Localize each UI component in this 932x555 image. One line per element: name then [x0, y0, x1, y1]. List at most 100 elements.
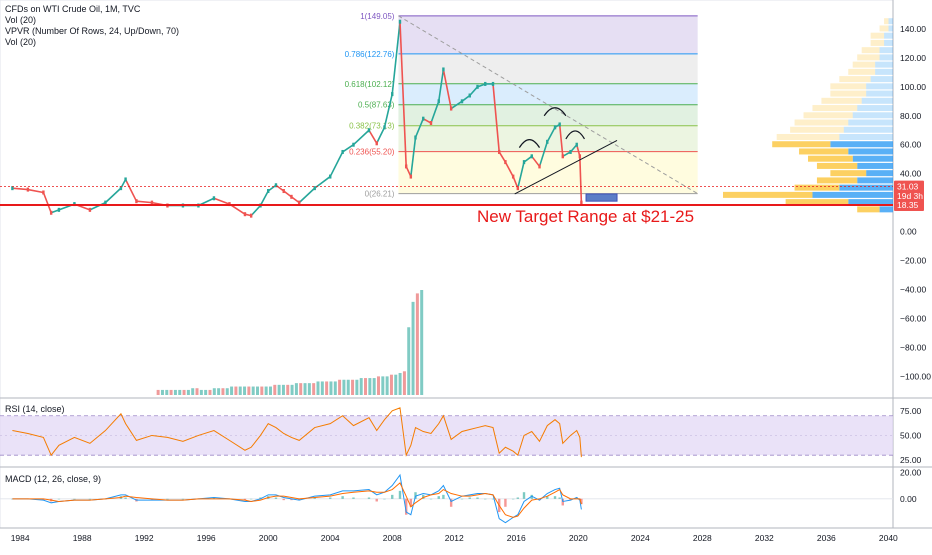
macd-histogram-bar — [313, 497, 316, 499]
price-candle — [212, 196, 216, 201]
macd-histogram-bar — [124, 497, 127, 499]
price-candle — [429, 121, 433, 126]
price-segment — [368, 129, 378, 144]
price-axis-tick: 140.00 — [900, 24, 926, 34]
price-badge-label: 18.35 — [897, 200, 919, 210]
price-candle — [375, 141, 378, 146]
fib-level-label: 0(26.21) — [365, 190, 395, 199]
price-badge — [894, 180, 924, 193]
volume-bar — [169, 389, 173, 395]
price-segment — [579, 156, 583, 203]
price-candle — [267, 189, 270, 194]
macd-histogram-bar — [511, 498, 515, 500]
macd-histogram-bar — [391, 494, 394, 499]
volume-profile-bar-up — [830, 90, 867, 97]
price-segment — [352, 129, 370, 146]
price-candle — [49, 210, 53, 215]
volume-profile-bar-up — [870, 39, 885, 46]
macd-histogram-bar — [449, 498, 453, 507]
volume-profile-bar-down — [870, 76, 893, 83]
price-badge — [894, 189, 924, 202]
price-axis-tick: 0.00 — [900, 227, 917, 237]
rsi-line — [12, 407, 582, 458]
macd-axis-tick: 20.00 — [900, 467, 922, 477]
volume-profile-bar-down — [884, 32, 893, 39]
price-candle — [468, 93, 471, 98]
volume-bar — [204, 389, 208, 395]
head-shoulders-arc — [565, 130, 585, 140]
rsi-pane — [0, 407, 893, 458]
volume-bar — [398, 372, 402, 395]
volume-bar — [199, 389, 203, 395]
price-candle — [516, 186, 520, 191]
macd-histogram-bar — [274, 497, 278, 499]
volume-bar — [303, 383, 307, 395]
price-segment — [399, 21, 407, 167]
macd-histogram-bar — [383, 498, 386, 500]
volume-profile-bar-down — [812, 191, 893, 198]
price-segment — [461, 94, 471, 102]
volume-bar — [346, 379, 350, 395]
volume-profile-bar-up — [808, 155, 853, 162]
price-candle — [522, 160, 526, 165]
macd-histogram-bar — [468, 497, 471, 499]
macd-histogram-bar — [259, 497, 262, 499]
price-segment — [250, 204, 262, 217]
price-candle — [298, 200, 301, 205]
volume-bar — [333, 381, 337, 395]
price-segment — [283, 190, 292, 198]
volume-bar — [320, 381, 324, 395]
macd-histogram-bar — [429, 498, 433, 500]
price-candle — [414, 135, 417, 140]
price-axis-tick: −100.00 — [900, 371, 931, 381]
price-segment — [437, 69, 445, 102]
price-candle — [352, 142, 355, 147]
price-axis-tick: −80.00 — [900, 342, 927, 352]
price-segment — [104, 187, 122, 204]
price-candle — [422, 116, 425, 121]
macd-histogram-bar — [282, 498, 285, 501]
price-segment — [136, 200, 153, 204]
legend-symbol[interactable]: CFDs on WTI Crude Oil, 1M, TVC — [5, 4, 141, 14]
price-candle — [313, 186, 316, 191]
price-candle — [341, 149, 344, 154]
price-candle — [290, 194, 293, 199]
volume-bar — [372, 378, 376, 395]
macd-histogram-bar — [409, 498, 413, 507]
time-axis-tick: 1988 — [73, 533, 92, 543]
target-annotation: New Target Range at $21-25 — [477, 207, 694, 226]
legend-vol-2[interactable]: Vol (20) — [5, 37, 37, 47]
volume-bar — [225, 388, 229, 395]
macd-histogram-bar — [181, 498, 185, 500]
macd-line — [12, 473, 582, 524]
volume-profile-bar-down — [857, 105, 893, 112]
volume-profile-bar-down — [866, 90, 893, 97]
price-segment — [259, 190, 269, 206]
price-candle — [491, 81, 495, 86]
price-candle — [404, 164, 408, 169]
price-segment — [376, 127, 386, 144]
time-axis-tick: 2020 — [569, 533, 588, 543]
legend-vpvr[interactable]: VPVR (Number Of Rows, 24, Up/Down, 70) — [5, 26, 180, 36]
price-candle — [282, 189, 285, 194]
price-candle — [274, 183, 278, 188]
macd-histogram-bar — [243, 498, 247, 501]
price-candle — [57, 207, 61, 212]
volume-bar — [385, 376, 389, 395]
drawings — [0, 107, 893, 207]
fib-trend-line — [398, 15, 698, 195]
volume-profile-bar-down — [884, 39, 893, 46]
price-candle — [530, 154, 533, 159]
price-candle — [484, 81, 487, 86]
volume-profile-bar-down — [888, 25, 893, 32]
rsi-legend[interactable]: RSI (14, close) — [5, 404, 65, 414]
neckline-trend — [514, 139, 618, 195]
macd-legend[interactable]: MACD (12, 26, close, 9) — [5, 474, 102, 484]
macd-histogram-bar — [290, 498, 293, 501]
time-axis-tick: 1992 — [135, 533, 154, 543]
price-segment — [391, 21, 401, 95]
legend-vol[interactable]: Vol (20) — [5, 15, 37, 25]
volume-profile-bar-up — [830, 170, 867, 177]
